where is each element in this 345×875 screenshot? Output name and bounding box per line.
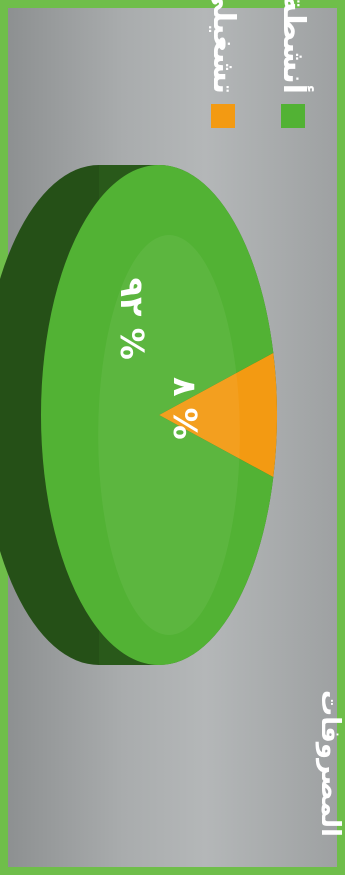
data-label-operational: ٨ % [165, 377, 204, 440]
legend-label-operational: تشغيلي [206, 0, 241, 94]
legend-swatch-activities [281, 104, 306, 128]
pie-slice-operational [159, 352, 277, 478]
data-label-activities: ٩٢ % [113, 277, 151, 360]
legend-item-operational: تشغيلي [206, 0, 241, 128]
legend-swatch-operational [211, 104, 236, 128]
chart-title: المصروفات [315, 690, 345, 837]
legend-item-activities: أنشطة [276, 0, 311, 128]
legend-label-activities: أنشطة [276, 0, 311, 94]
pie-slice-activities [40, 165, 274, 665]
pie-highlight [98, 235, 240, 635]
